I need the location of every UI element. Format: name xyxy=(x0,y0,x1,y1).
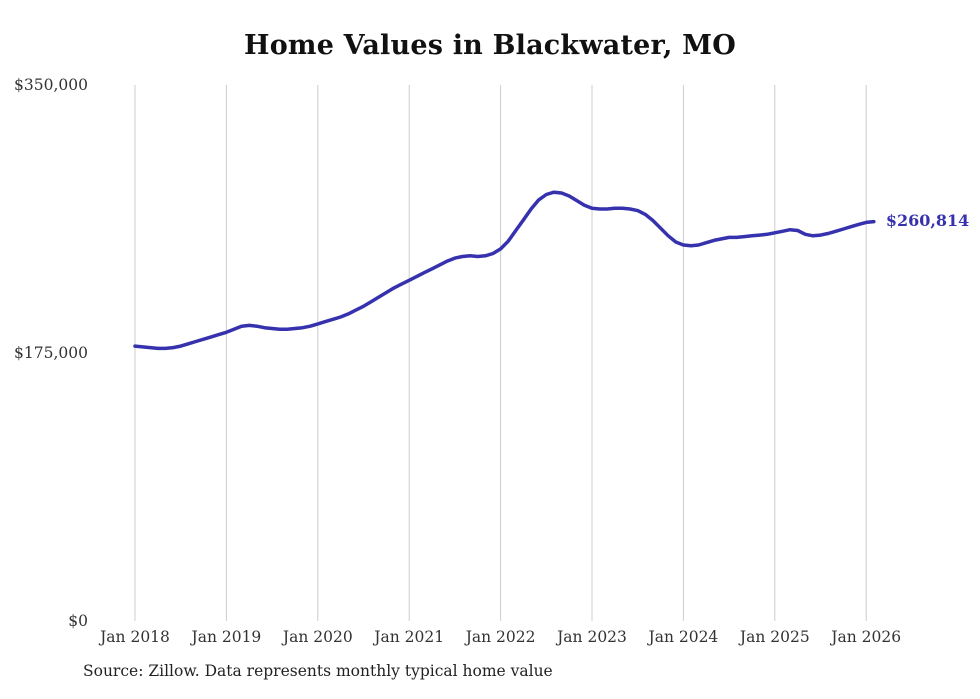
source-note: Source: Zillow. Data represents monthly … xyxy=(83,662,553,680)
x-axis-tick-label: Jan 2020 xyxy=(281,628,353,646)
x-axis-tick-label: Jan 2018 xyxy=(98,628,170,646)
y-axis-tick-label: $0 xyxy=(68,612,88,630)
x-axis-tick-label: Jan 2019 xyxy=(189,628,261,646)
home-value-line-series xyxy=(133,190,876,351)
end-value-label: $260,814 xyxy=(885,210,970,230)
x-axis-tick-label: Jan 2023 xyxy=(555,628,627,646)
y-axis-tick-label: $175,000 xyxy=(14,344,88,362)
chart-title: Home Values in Blackwater, MO xyxy=(244,30,736,61)
x-axis-tick-label: Jan 2025 xyxy=(738,628,810,646)
x-axis-tick-label: Jan 2024 xyxy=(646,628,718,646)
y-axis-tick-label: $350,000 xyxy=(14,76,88,94)
x-axis-tick-label: Jan 2022 xyxy=(464,628,536,646)
x-axis-tick-label: Jan 2026 xyxy=(829,628,901,646)
x-axis-tick-label: Jan 2021 xyxy=(372,628,444,646)
